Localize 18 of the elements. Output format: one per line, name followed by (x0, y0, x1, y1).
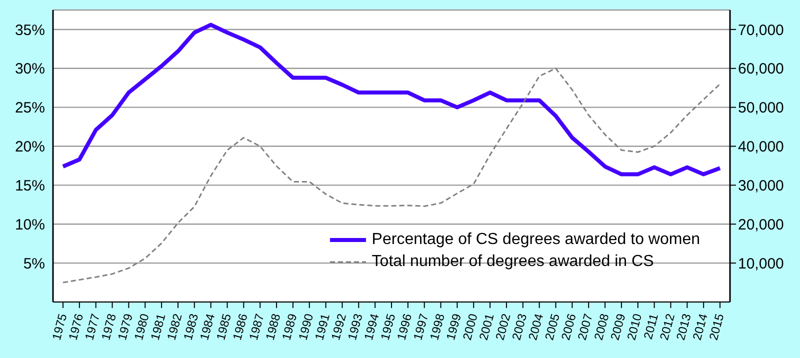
legend-label: Total number of degrees awarded in CS (372, 252, 654, 272)
y2-tick-label: 20,000 (738, 216, 784, 234)
y-tick-label: 20% (14, 138, 45, 156)
y-tick-label: 25% (14, 100, 45, 117)
y2-tick-label: 70,000 (738, 22, 784, 39)
y-tick-label: 35% (14, 22, 45, 39)
y2-tick-label: 40,000 (738, 138, 784, 156)
y-tick-label: 15% (14, 178, 45, 195)
y-tick-label: 30% (14, 60, 45, 78)
y2-tick-label: 50,000 (738, 100, 784, 117)
legend-label: Percentage of CS degrees awarded to women (372, 230, 700, 250)
y2-tick-label: 60,000 (738, 60, 784, 78)
y-tick-label: 10% (14, 216, 45, 234)
y2-tick-label: 10,000 (738, 255, 784, 272)
line-series (62, 68, 721, 284)
y-tick-label: 5% (23, 255, 45, 272)
line-series (61, 22, 722, 176)
y2-tick-label: 30,000 (738, 178, 784, 195)
